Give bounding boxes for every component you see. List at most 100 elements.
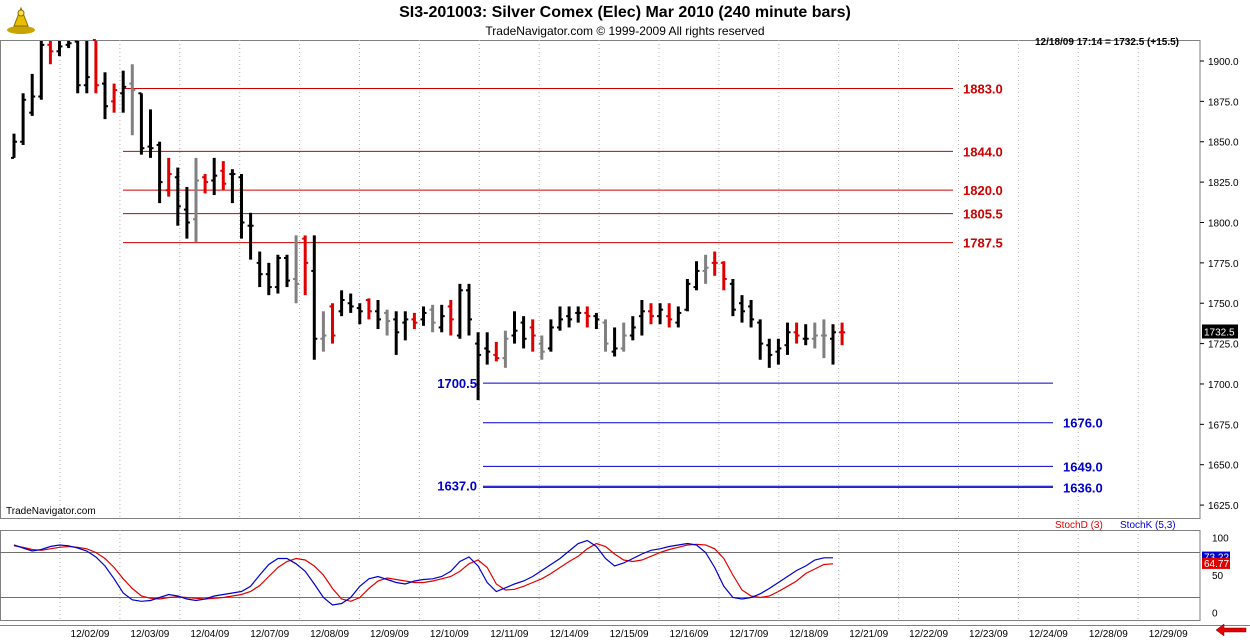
ohlc-bar (29, 73, 36, 116)
ohlc-bar (702, 254, 709, 284)
ohlc-bar (684, 279, 691, 312)
ohlc-bar (784, 322, 791, 355)
ohlc-bar (729, 279, 736, 317)
last-price-box (1202, 324, 1238, 339)
price-bars (11, 39, 846, 401)
ohlc-bar (274, 254, 281, 294)
date-tick-label: 12/23/09 (969, 629, 1008, 640)
ohlc-bar (165, 157, 172, 197)
ohlc-bar (657, 303, 664, 325)
tradenavigator-logo-icon (4, 4, 38, 36)
ohlc-bar (47, 41, 54, 65)
ohlc-bar (502, 330, 509, 368)
resistance-level-label: 1820.0 (963, 183, 1003, 198)
ohlc-bar (820, 319, 827, 359)
date-tick-label: 12/18/09 (789, 629, 828, 640)
stoch-legend-d: StochD (3) (1055, 520, 1103, 531)
ohlc-bar (65, 41, 72, 49)
ohlc-bar (648, 303, 654, 325)
resistance-level-label: 1805.5 (963, 207, 1003, 222)
ohlc-bar (302, 235, 309, 296)
ohlc-bar (638, 299, 645, 336)
date-tick-label: 12/24/09 (1029, 629, 1068, 640)
ohlc-bar (466, 283, 472, 336)
ohlc-bar (429, 304, 436, 333)
ohlc-bar (129, 64, 136, 136)
last-price-info: 12/18/09 17:14 = 1732.5 (+15.5) (1035, 37, 1179, 48)
price-tick-label: 1750.0 (1208, 299, 1239, 310)
ohlc-bar (602, 319, 609, 352)
stoch-k-last-box (1202, 551, 1230, 563)
resistance-level-label: 1787.5 (963, 236, 1003, 251)
last-price-label: 1732.5 (1204, 327, 1235, 338)
stoch-legend-k: StochK (5,3) (1120, 520, 1176, 531)
ohlc-bar (293, 235, 300, 304)
scroll-left-arrow-icon[interactable] (1215, 623, 1247, 637)
ohlc-bar (775, 338, 782, 365)
date-tick-label: 12/21/09 (849, 629, 888, 640)
price-tick-label: 1875.0 (1208, 97, 1239, 108)
ohlc-bar (739, 295, 745, 323)
date-tick-label: 12/14/09 (550, 629, 589, 640)
ohlc-bar (183, 186, 190, 239)
ohlc-bar (438, 304, 445, 333)
support-level-label: 1700.5 (437, 376, 477, 391)
ohlc-bar (265, 262, 272, 296)
ohlc-bar (456, 283, 463, 339)
ohlc-bar (147, 109, 154, 158)
ohlc-bar (220, 161, 227, 191)
ohlc-bar (193, 157, 199, 242)
ohlc-bar (757, 319, 764, 360)
ohlc-bar (420, 306, 427, 326)
ohlc-bar (375, 299, 381, 330)
price-tick-label: 1850.0 (1208, 138, 1239, 149)
watermark: TradeNavigator.com (6, 506, 96, 517)
date-tick-label: 12/11/09 (490, 629, 529, 640)
ohlc-bar (839, 322, 846, 346)
ohlc-bar (20, 93, 27, 145)
ohlc-bar (666, 303, 673, 328)
stoch-d-last-box (1202, 557, 1230, 569)
ohlc-bar (620, 322, 627, 352)
ohlc-bar (802, 324, 809, 346)
date-tick-label: 12/17/09 (729, 629, 768, 640)
support-level-label: 1676.0 (1063, 416, 1103, 431)
support-level-label: 1636.0 (1063, 480, 1103, 495)
stoch-d-line (13, 542, 834, 602)
ohlc-bar (766, 338, 773, 368)
ohlc-bar (557, 306, 563, 331)
stoch-k-line (13, 539, 833, 606)
ohlc-bar (402, 311, 409, 341)
ohlc-bar (347, 293, 354, 313)
ohlc-bar (111, 83, 118, 113)
price-tick-label: 1625.0 (1208, 501, 1239, 512)
date-tick-label: 12/22/09 (909, 629, 948, 640)
price-tick-label: 1725.0 (1208, 340, 1239, 351)
ohlc-bar (411, 312, 418, 330)
ohlc-bar (211, 157, 218, 196)
stoch-d-last-label: 64.77 (1204, 559, 1229, 570)
support-level-label: 1649.0 (1063, 459, 1103, 474)
ohlc-bar (611, 327, 618, 357)
chart-title: SI3-201003: Silver Comex (Elec) Mar 2010… (399, 4, 851, 21)
ohlc-bar (284, 254, 290, 288)
date-tick-label: 12/16/09 (670, 629, 709, 640)
price-panel-border (0, 40, 1201, 519)
ohlc-bar (629, 316, 636, 341)
ohlc-bar (566, 306, 573, 328)
price-tick-label: 1650.0 (1208, 461, 1239, 472)
ohlc-bar (356, 303, 363, 325)
date-tick-label: 12/03/09 (130, 629, 169, 640)
ohlc-bar (247, 212, 254, 260)
chart-subtitle: TradeNavigator.com © 1999-2009 All right… (485, 24, 765, 38)
chart-frame (0, 40, 1250, 626)
ohlc-bar (384, 309, 391, 336)
ohlc-bar (475, 332, 482, 401)
price-tick-label: 1825.0 (1208, 178, 1239, 189)
ohlc-bar (229, 169, 236, 204)
support-level-label: 1637.0 (437, 479, 477, 494)
date-tick-label: 12/04/09 (190, 629, 229, 640)
ohlc-bar (120, 70, 127, 113)
price-tick-label: 1900.0 (1208, 57, 1239, 68)
ohlc-bar (365, 298, 372, 320)
